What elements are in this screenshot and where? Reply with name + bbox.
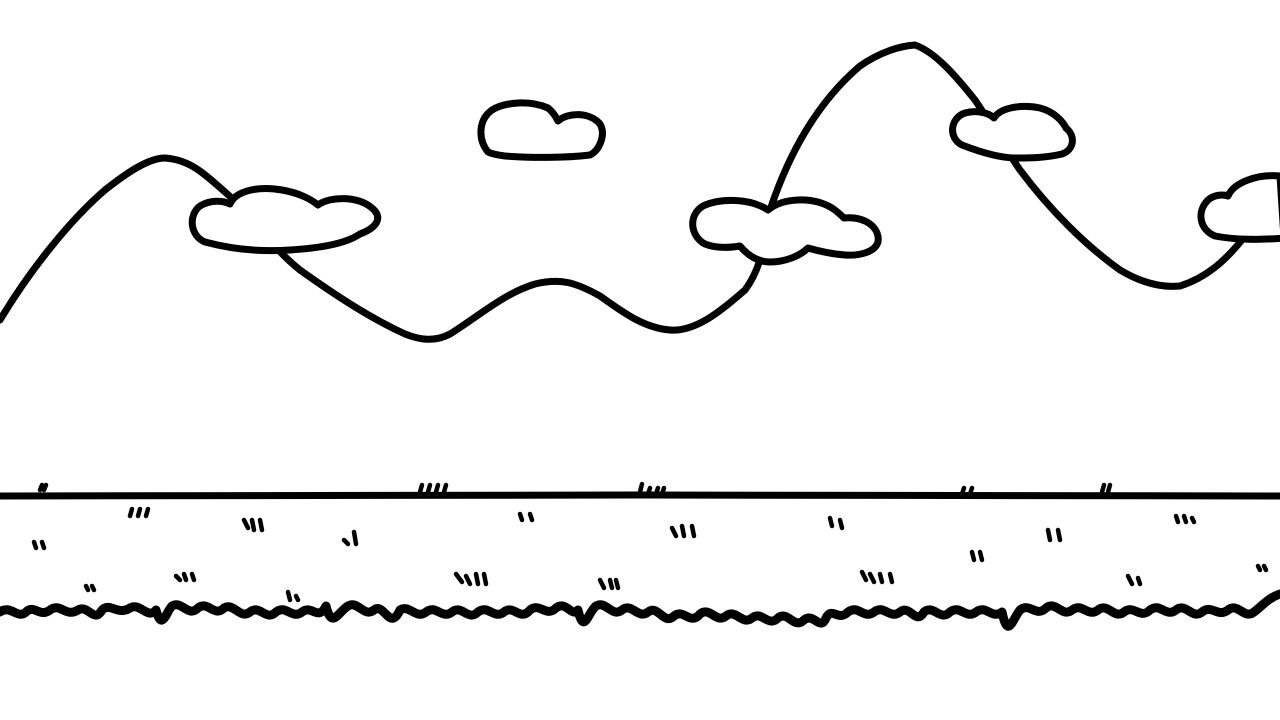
grass-border bbox=[0, 589, 1280, 631]
cloud-right bbox=[949, 102, 1076, 162]
cloud-edge-right bbox=[1197, 172, 1280, 243]
grass-tufts bbox=[31, 481, 1269, 603]
cloud-top-center bbox=[477, 99, 606, 161]
cloud-left bbox=[188, 185, 382, 255]
mountain-range-outline bbox=[0, 41, 1249, 343]
cloud-center-right bbox=[689, 196, 882, 266]
horizon-line bbox=[0, 491, 1280, 500]
